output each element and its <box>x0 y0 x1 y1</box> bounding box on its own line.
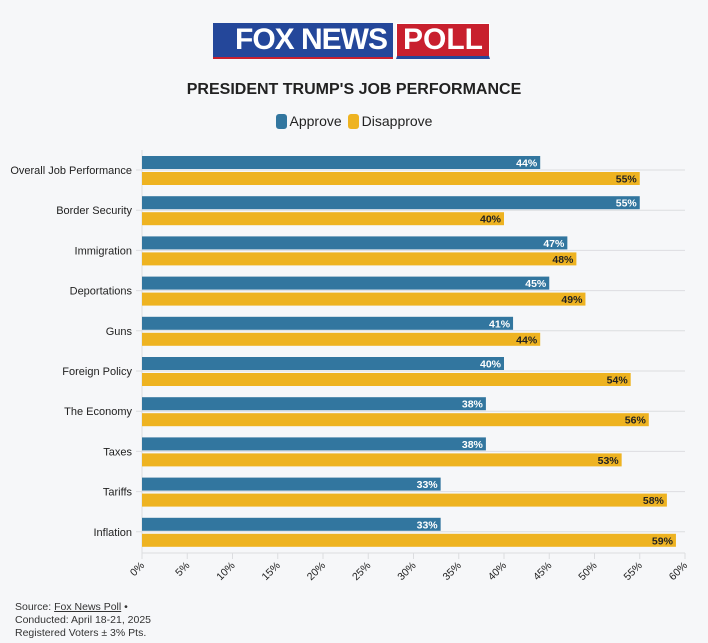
category-label: Inflation <box>93 527 132 539</box>
data-label-disapprove: 48% <box>552 254 574 266</box>
bar-disapprove <box>142 172 640 185</box>
fox-news-poll-logo: FOX NEWS POLL <box>213 23 491 59</box>
bar-chart: Overall Job Performance Border Security Im… <box>10 150 690 583</box>
bar-approve <box>142 477 441 491</box>
bar-approve <box>142 316 514 330</box>
x-tick-label: 60% <box>667 560 690 583</box>
data-label-approve: 44% <box>516 158 538 170</box>
legend-label-disapprove: Disapprove <box>361 113 433 129</box>
legend-item-disapprove[interactable]: Disapprove <box>347 113 433 129</box>
x-tick-label: 10% <box>214 560 237 583</box>
margin-of-error: Registered Voters ± 3% Pts. <box>15 627 147 639</box>
x-tick-label: 40% <box>486 560 509 583</box>
x-tick-label: 5% <box>173 560 192 579</box>
data-label-approve: 40% <box>480 359 502 371</box>
x-tick-label: 35% <box>441 560 464 583</box>
bar-disapprove <box>142 332 541 346</box>
bar-approve <box>142 196 640 210</box>
chart-title: PRESIDENT TRUMP'S JOB PERFORMANCE <box>186 81 522 98</box>
x-tick-label: 15% <box>260 560 283 583</box>
category-label: Deportations <box>70 286 133 298</box>
data-label-approve: 33% <box>417 519 439 531</box>
data-label-approve: 33% <box>417 479 439 491</box>
legend-swatch-approve <box>275 113 287 129</box>
bar-approve <box>142 236 568 250</box>
category-label: Taxes <box>103 446 132 458</box>
bar-approve <box>142 397 486 411</box>
category-label: Foreign Policy <box>62 366 132 378</box>
bar-disapprove <box>142 533 676 547</box>
bar-disapprove <box>142 212 504 226</box>
category-label: Tariffs <box>103 487 133 499</box>
logo-fox-news: FOX NEWS <box>213 23 394 59</box>
source-label: Source: <box>15 601 55 613</box>
category-label: Overall Job Performance <box>10 165 132 177</box>
category-label: Guns <box>106 326 133 338</box>
bar-approve <box>142 276 550 290</box>
bar-disapprove <box>142 292 586 306</box>
data-label-disapprove: 54% <box>607 375 629 387</box>
x-tick-label: 55% <box>622 560 645 583</box>
bar-disapprove <box>142 413 649 427</box>
data-label-approve: 47% <box>543 238 565 250</box>
bar-approve <box>142 357 504 370</box>
data-label-disapprove: 53% <box>598 455 620 467</box>
data-label-approve: 45% <box>525 278 547 290</box>
bar-approve <box>142 156 541 169</box>
category-label: Immigration <box>75 245 132 257</box>
legend-swatch-disapprove <box>347 113 359 129</box>
bar-disapprove <box>142 252 577 266</box>
data-label-disapprove: 49% <box>561 294 583 306</box>
data-label-approve: 38% <box>462 399 484 411</box>
data-label-approve: 38% <box>462 439 484 451</box>
x-tick-label: 25% <box>350 560 373 583</box>
bar-disapprove <box>142 493 667 507</box>
bar-disapprove <box>142 373 631 386</box>
bar-disapprove <box>142 453 622 467</box>
data-label-disapprove: 44% <box>516 334 538 346</box>
data-label-approve: 55% <box>616 198 638 210</box>
legend-label-approve: Approve <box>289 113 342 129</box>
data-label-approve: 41% <box>489 318 511 330</box>
source-bullet: • <box>121 601 128 613</box>
x-tick-label: 20% <box>305 560 328 583</box>
source-note: Source: Fox News Poll • Conducted: April… <box>15 601 151 640</box>
legend: Approve Disapprove <box>0 113 708 129</box>
category-label: Border Security <box>56 205 132 217</box>
x-tick-label: 0% <box>128 560 147 579</box>
bar-approve <box>142 437 486 451</box>
logo-poll: POLL <box>396 23 491 59</box>
data-label-disapprove: 40% <box>480 214 502 226</box>
legend-item-approve[interactable]: Approve <box>275 113 342 129</box>
conducted-dates: Conducted: April 18-21, 2025 <box>15 614 152 626</box>
data-label-disapprove: 55% <box>616 174 638 186</box>
data-label-disapprove: 59% <box>652 535 674 547</box>
data-label-disapprove: 56% <box>625 415 647 427</box>
x-tick-label: 50% <box>576 560 599 583</box>
x-tick-label: 30% <box>395 560 418 583</box>
data-label-disapprove: 58% <box>643 495 665 507</box>
bar-approve <box>142 517 441 531</box>
x-tick-label: 45% <box>531 560 554 583</box>
category-label: The Economy <box>64 406 132 418</box>
source-link[interactable]: Fox News Poll <box>54 601 122 613</box>
